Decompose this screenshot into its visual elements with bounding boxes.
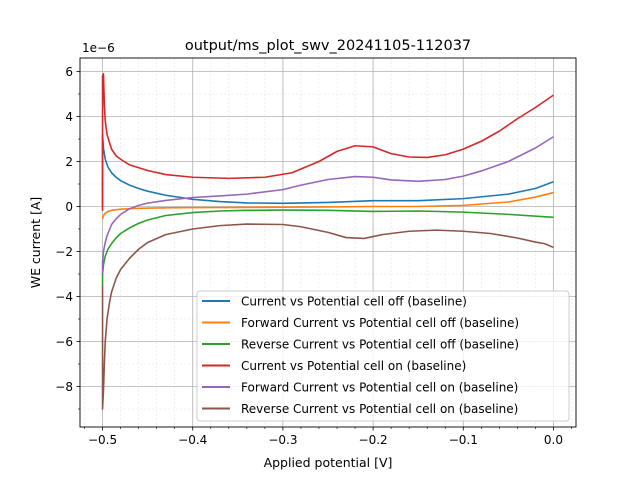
x-tick-label: −0.3 bbox=[268, 433, 297, 447]
x-tick-label: −0.5 bbox=[88, 433, 117, 447]
y-tick-label: 0 bbox=[65, 200, 73, 214]
plot-frame bbox=[79, 57, 577, 428]
x-tick-label: −0.4 bbox=[178, 433, 207, 447]
chart-title: output/ms_plot_swv_20241105-112037 bbox=[185, 38, 471, 54]
minor-grid bbox=[80, 58, 576, 427]
y-tick-label: 2 bbox=[65, 155, 73, 169]
series-line-5 bbox=[101, 136, 554, 274]
axis-ticks: −0.5 −0.4 −0.3 −0.2 −0.1 0.0 −8 −6 −4 −2 0 2 4 6 bbox=[55, 65, 572, 447]
y-axis-label: WE current [A] bbox=[28, 197, 43, 289]
legend: Current vs Potential cell off (baseline)… bbox=[196, 290, 570, 422]
series-line-3 bbox=[101, 209, 554, 286]
y-tick-label: −8 bbox=[55, 380, 73, 394]
x-tick-label: 0.0 bbox=[544, 433, 563, 447]
legend-box bbox=[196, 290, 570, 422]
x-axis-label: Applied potential [V] bbox=[264, 455, 393, 470]
x-tick-label: −0.1 bbox=[449, 433, 478, 447]
series-line-1 bbox=[101, 133, 554, 207]
series-line-4 bbox=[101, 72, 554, 211]
series-line-6 bbox=[101, 223, 554, 410]
y-tick-label: −6 bbox=[55, 335, 73, 349]
y-tick-label: 6 bbox=[65, 65, 73, 79]
series-layer bbox=[101, 72, 554, 410]
legend-label-1: Current vs Potential cell off (baseline) bbox=[241, 295, 467, 309]
legend-label-2: Forward Current vs Potential cell off (b… bbox=[241, 316, 519, 330]
legend-label-6: Reverse Current vs Potential cell on (ba… bbox=[241, 402, 518, 416]
legend-label-5: Forward Current vs Potential cell on (ba… bbox=[241, 381, 518, 395]
x-tick-label: −0.2 bbox=[359, 433, 388, 447]
legend-label-3: Reverse Current vs Potential cell off (b… bbox=[241, 338, 519, 352]
y-offset-label: 1e−6 bbox=[82, 41, 115, 55]
series-line-2 bbox=[101, 191, 554, 220]
y-tick-label: −4 bbox=[55, 290, 73, 304]
y-tick-label: 4 bbox=[65, 110, 73, 124]
legend-label-4: Current vs Potential cell on (baseline) bbox=[241, 359, 466, 373]
y-tick-label: −2 bbox=[55, 245, 73, 259]
